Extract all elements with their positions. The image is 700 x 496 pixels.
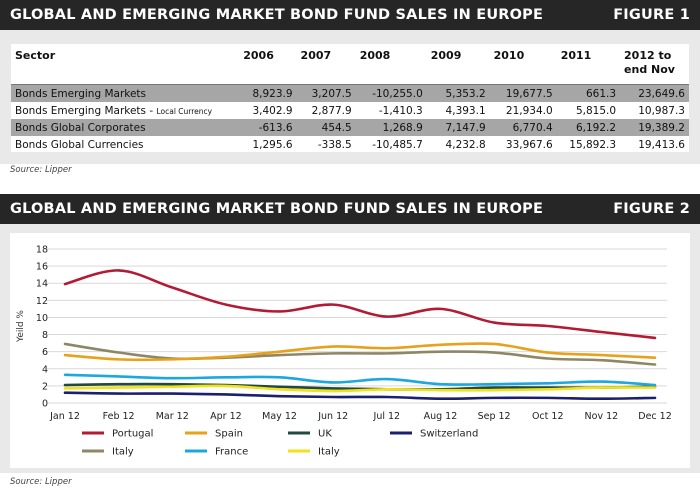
table-row: Bonds Global Corporates -613.6 454.5 1,2… — [11, 119, 689, 136]
header-2007: 2007 — [296, 44, 356, 85]
figure1-source: Source: Lipper — [10, 165, 72, 175]
y-tick-label: 14 — [36, 279, 48, 290]
cell: 10,987.3 — [638, 104, 685, 117]
x-tick-label: Oct 12 — [532, 411, 564, 422]
figure1-header: GLOBAL AND EMERGING MARKET BOND FUND SAL… — [0, 0, 700, 30]
series-line-spain — [63, 342, 657, 362]
header-2011: 2011 — [556, 44, 621, 85]
sector-label: Bonds Global Currencies — [15, 138, 144, 151]
cell: 5,815.0 — [575, 104, 617, 117]
cell: 5,353.2 — [426, 84, 490, 102]
x-tick-label: May 12 — [262, 411, 297, 422]
cell: 4,232.8 — [445, 138, 486, 151]
table-row: Bonds Global Currencies 1,295.6 -338.5 -… — [11, 136, 689, 153]
sector-table-card: Sector 2006 2007 2008 2009 2010 2011 201… — [11, 44, 689, 152]
cell: 21,934.0 — [505, 104, 553, 117]
series-line-france — [63, 373, 657, 387]
y-tick-label: 0 — [42, 399, 48, 410]
cell: 7,147.9 — [426, 119, 490, 136]
cell: 19,677.5 — [489, 84, 557, 102]
x-tick-label: Sep 12 — [478, 411, 511, 422]
header-2012: 2012 to end Nov — [620, 44, 689, 85]
figure2-title: GLOBAL AND EMERGING MARKET BOND FUND SAL… — [10, 201, 544, 217]
cell: 2,877.9 — [311, 104, 352, 117]
cell: -1,410.3 — [378, 104, 423, 117]
x-tick-label: Dec 12 — [638, 411, 672, 422]
y-tick-label: 16 — [36, 262, 48, 273]
series-line-switzerland — [63, 391, 657, 401]
cell: 661.3 — [556, 84, 621, 102]
x-tick-label: Aug 12 — [424, 411, 458, 422]
table-header-row: Sector 2006 2007 2008 2009 2010 2011 201… — [11, 44, 689, 85]
cell: 19,413.6 — [638, 138, 685, 151]
figure1-label: FIGURE 1 — [613, 7, 690, 23]
table-row: Bonds Emerging Markets 8,923.9 3,207.5 -… — [11, 84, 689, 102]
cell: 4,393.1 — [445, 104, 486, 117]
y-tick-label: 12 — [36, 296, 48, 307]
row-sector: Bonds Emerging Markets - Local Currency — [11, 102, 239, 119]
cell: 3,207.5 — [296, 84, 356, 102]
y-tick-label: 8 — [42, 330, 48, 341]
sector-label: Bonds Global Corporates — [15, 121, 146, 134]
series-line-portugal — [63, 269, 657, 340]
cell: 33,967.6 — [505, 138, 553, 151]
y-tick-label: 18 — [36, 245, 48, 256]
table-row: Bonds Emerging Markets - Local Currency … — [11, 102, 689, 119]
row-sector: Bonds Global Currencies — [11, 136, 239, 153]
cell: 6,770.4 — [489, 119, 557, 136]
sector-label: Bonds Emerging Markets — [15, 87, 147, 100]
x-tick-label: Jul 12 — [373, 411, 401, 422]
cell: 1,268.9 — [355, 119, 427, 136]
x-tick-label: Jun 12 — [317, 411, 348, 422]
x-tick-label: Feb 12 — [103, 411, 135, 422]
y-tick-label: 2 — [42, 381, 48, 392]
cell: 19,389.2 — [620, 119, 689, 136]
cell: -10,485.7 — [372, 138, 423, 151]
row-sector: Bonds Global Corporates — [11, 119, 240, 136]
figure1-title: GLOBAL AND EMERGING MARKET BOND FUND SAL… — [10, 7, 544, 23]
chart-card: 0 2 4 6 8 10 12 14 16 18 Yeild % Jan 12 Feb 12 Mar 12… — [10, 233, 690, 468]
sector-table: Sector 2006 2007 2008 2009 2010 2011 201… — [11, 44, 689, 153]
x-tick-label: Nov 12 — [585, 411, 619, 422]
y-tick-label: 4 — [42, 364, 48, 375]
cell: -10,255.0 — [355, 84, 427, 102]
legend-label: Italy — [112, 447, 134, 458]
legend-label: UK — [318, 429, 332, 440]
header-2006: 2006 — [239, 44, 297, 85]
x-tick-label: Jan 12 — [49, 411, 80, 422]
legend-label: Switzerland — [420, 429, 478, 440]
cell: -338.5 — [317, 138, 352, 151]
header-sector: Sector — [11, 44, 240, 85]
header-2008: 2008 — [355, 44, 427, 85]
header-2009: 2009 — [426, 44, 490, 85]
legend-label: France — [215, 447, 248, 458]
y-axis-label: Yeild % — [16, 310, 26, 343]
legend-label: Italy — [318, 447, 340, 458]
figure2-header: GLOBAL AND EMERGING MARKET BOND FUND SAL… — [0, 194, 700, 224]
legend-label: Portugal — [112, 429, 153, 440]
cell: 15,892.3 — [569, 138, 617, 151]
cell: 6,192.2 — [556, 119, 621, 136]
cell: 454.5 — [296, 119, 356, 136]
figure2-label: FIGURE 2 — [613, 201, 690, 217]
cell: 8,923.9 — [239, 84, 297, 102]
header-2010: 2010 — [489, 44, 557, 85]
cell: 3,402.9 — [252, 104, 293, 117]
cell: -613.6 — [239, 119, 297, 136]
cell: 23,649.6 — [620, 84, 689, 102]
y-tick-label: 10 — [36, 313, 48, 324]
row-sector: Bonds Emerging Markets — [11, 84, 240, 102]
sector-label: Bonds Emerging Markets - — [15, 104, 157, 117]
series-line-italy — [63, 384, 657, 393]
figure2-source: Source: Lipper — [10, 477, 72, 487]
x-tick-label: Mar 12 — [156, 411, 189, 422]
sector-suffix: Local Currency — [156, 106, 213, 116]
y-tick-label: 6 — [42, 347, 48, 358]
yield-line-chart: 0 2 4 6 8 10 12 14 16 18 Yeild % Jan 12 Feb 12 Mar 12… — [16, 245, 672, 458]
x-tick-label: Apr 12 — [210, 411, 242, 422]
cell: 1,295.6 — [252, 138, 293, 151]
legend-label: Spain — [215, 429, 243, 440]
